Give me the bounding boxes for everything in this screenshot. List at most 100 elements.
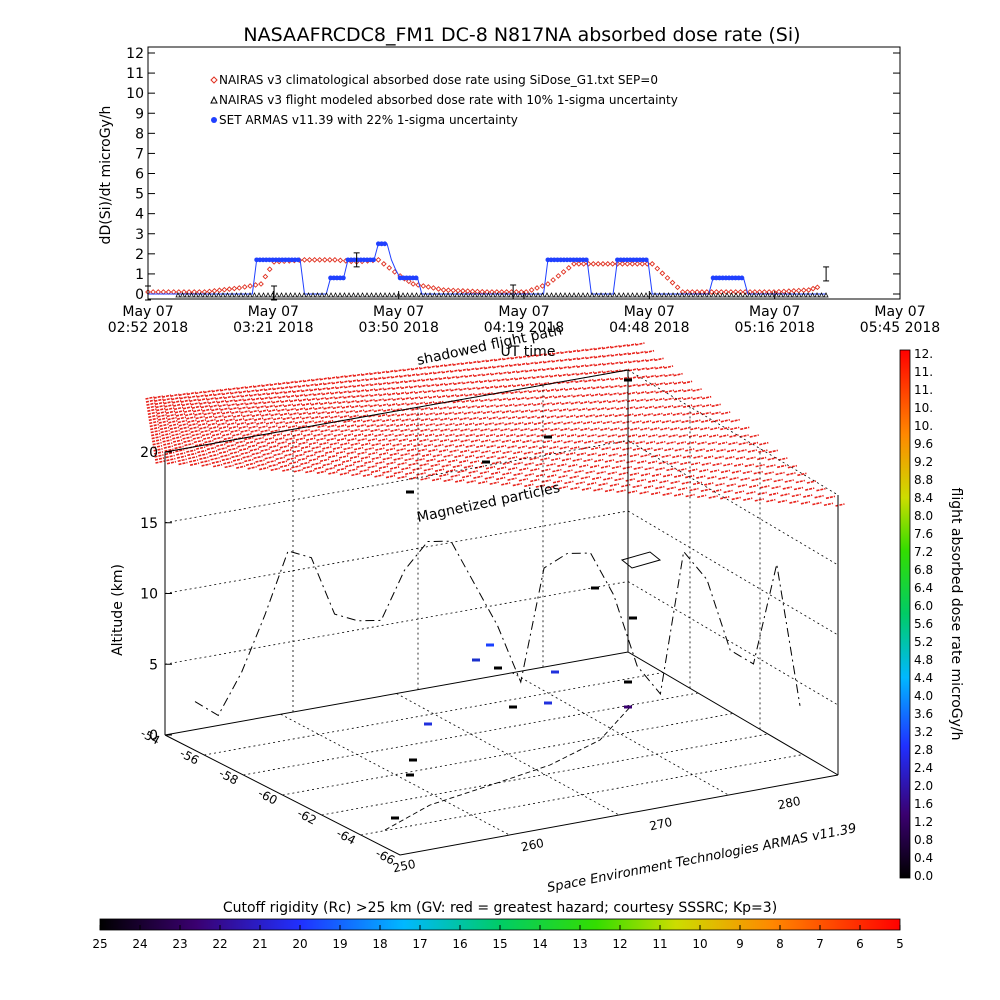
nairas-flight-point bbox=[706, 292, 712, 298]
nairas-flight-point bbox=[179, 292, 186, 298]
nairas-flight-point bbox=[364, 292, 370, 298]
nairas-flight-point bbox=[278, 292, 285, 298]
nairas-flight-point bbox=[400, 292, 406, 298]
nairas-climatological-point bbox=[565, 265, 572, 271]
dose-marker bbox=[629, 616, 637, 620]
y-tick-label: 10 bbox=[126, 86, 144, 102]
y-tick-label: 4 bbox=[135, 207, 144, 223]
dose-marker bbox=[406, 490, 414, 494]
nairas-climatological-point bbox=[150, 289, 156, 295]
nairas-climatological-point bbox=[534, 285, 540, 291]
nairas-climatological-point bbox=[155, 289, 162, 295]
nairas-climatological-point bbox=[311, 257, 318, 263]
nairas-flight-point bbox=[715, 292, 721, 298]
y-tick-label: 12 bbox=[126, 46, 144, 62]
nairas-flight-point bbox=[742, 292, 748, 298]
nairas-climatological-point bbox=[604, 261, 611, 267]
nairas-climatological-point bbox=[555, 273, 562, 279]
nairas-climatological-point bbox=[580, 261, 587, 267]
longitude-tick-label: 270 bbox=[648, 815, 673, 833]
right-wall-gridline bbox=[627, 510, 839, 636]
dose-marker bbox=[509, 705, 517, 709]
rigidity-colorbar-tick-label: 19 bbox=[332, 937, 347, 951]
dose-marker bbox=[544, 701, 552, 705]
right-wall-gridline bbox=[627, 581, 839, 706]
dose-marker bbox=[494, 666, 502, 670]
nairas-flight-point bbox=[719, 292, 726, 298]
nairas-climatological-point bbox=[160, 289, 167, 295]
dose-marker bbox=[544, 435, 552, 439]
nairas-flight-point bbox=[661, 292, 667, 298]
back-wall-gridline bbox=[164, 510, 629, 594]
nairas-flight-point bbox=[490, 292, 496, 298]
dose-colorbar-tick-label: 10. bbox=[914, 419, 933, 433]
nairas-flight-point bbox=[818, 292, 825, 298]
altitude-axis-label: Altitude (km) bbox=[110, 564, 126, 656]
nairas-climatological-point bbox=[420, 283, 427, 289]
flight-3d-panel: 0 5 10 15 20 Altitude (km) -54 -56 -58 -60 -62 -6… bbox=[110, 323, 845, 875]
ground-track-line bbox=[384, 704, 633, 831]
nairas-climatological-point bbox=[455, 287, 461, 294]
flight-track bbox=[194, 540, 801, 831]
nairas-flight-point bbox=[454, 292, 460, 298]
nairas-flight-point bbox=[359, 292, 366, 298]
nairas-flight-point bbox=[332, 292, 339, 298]
dose-colorbar-tick-label: 2.0 bbox=[914, 779, 933, 793]
y-tick-label: 11 bbox=[126, 66, 144, 82]
dose-colorbar-tick-label: 5.6 bbox=[914, 617, 933, 631]
nairas-flight-point bbox=[733, 292, 739, 298]
nairas-climatological-point bbox=[186, 289, 192, 295]
dose-marker bbox=[486, 643, 494, 647]
nairas-climatological-point bbox=[301, 257, 308, 263]
dose-colorbar-tick-label: 12. bbox=[914, 347, 933, 361]
altitude-tick-label: 5 bbox=[149, 657, 158, 673]
x-tick-time: 04:19 2018 bbox=[484, 320, 564, 336]
nairas-flight-point bbox=[778, 292, 784, 298]
nairas-flight-point bbox=[589, 292, 595, 298]
legend-label: SET ARMAS v11.39 with 22% 1-sigma uncert… bbox=[219, 113, 518, 127]
nairas-climatological-point bbox=[669, 279, 676, 286]
rigidity-colorbar-ticks: 25 24 23 22 21 20 19 18 17 16 15 14 13 12 11 10 9 8 7 6 5 bbox=[92, 925, 904, 951]
nairas-climatological-point bbox=[327, 257, 333, 263]
nairas-flight-point bbox=[791, 292, 798, 298]
nairas-climatological-point bbox=[464, 288, 471, 294]
dose-colorbar-tick-label: 10. bbox=[914, 401, 933, 415]
nairas-flight-point bbox=[544, 292, 550, 298]
nairas-climatological-point bbox=[445, 287, 452, 294]
nairas-climatological-point bbox=[425, 284, 432, 290]
nairas-flight-point bbox=[530, 292, 537, 298]
nairas-flight-point bbox=[391, 292, 397, 298]
nairas-flight-point bbox=[206, 292, 213, 298]
back-wall-gridline bbox=[164, 369, 629, 453]
nairas-flight-point bbox=[220, 292, 226, 298]
nairas-climatological-point bbox=[321, 257, 328, 263]
altitude-tick-label: 10 bbox=[140, 587, 158, 603]
nairas-flight-point bbox=[404, 292, 411, 298]
nairas-climatological-point bbox=[810, 285, 816, 292]
nairas-climatological-point bbox=[790, 288, 797, 294]
nairas-climatological-point bbox=[216, 287, 223, 294]
nairas-flight-point bbox=[265, 292, 271, 298]
nairas-flight-point bbox=[188, 292, 195, 298]
armas-point bbox=[340, 275, 346, 281]
y-tick-label: 2 bbox=[135, 247, 144, 263]
nairas-flight-point bbox=[427, 292, 433, 298]
nairas-climatological-point bbox=[545, 281, 551, 287]
dose-colorbar-ticks: 12. 11. 11. 10. 10. 9.6 9.2 8.8 8.4 8.0 7.6 7.2 6.8 6… bbox=[914, 347, 933, 883]
dose-colorbar-tick-label: 11. bbox=[914, 383, 933, 397]
legend-diamond-marker bbox=[210, 76, 218, 84]
nairas-climatological-point bbox=[575, 261, 582, 267]
dose-colorbar-tick-label: 2.8 bbox=[914, 743, 933, 757]
dose-marker bbox=[624, 705, 632, 709]
nairas-climatological-point bbox=[469, 288, 476, 295]
y-tick-label: 1 bbox=[135, 267, 144, 283]
dose-colorbar-tick-label: 8.4 bbox=[914, 491, 933, 505]
right-wall-gridline bbox=[627, 369, 839, 496]
nairas-flight-point bbox=[440, 292, 447, 298]
nairas-flight-point bbox=[787, 292, 793, 298]
nairas-flight-point bbox=[625, 292, 631, 298]
armas-point bbox=[413, 275, 419, 281]
nairas-climatological-point bbox=[629, 261, 636, 267]
dose-marker bbox=[406, 773, 414, 777]
